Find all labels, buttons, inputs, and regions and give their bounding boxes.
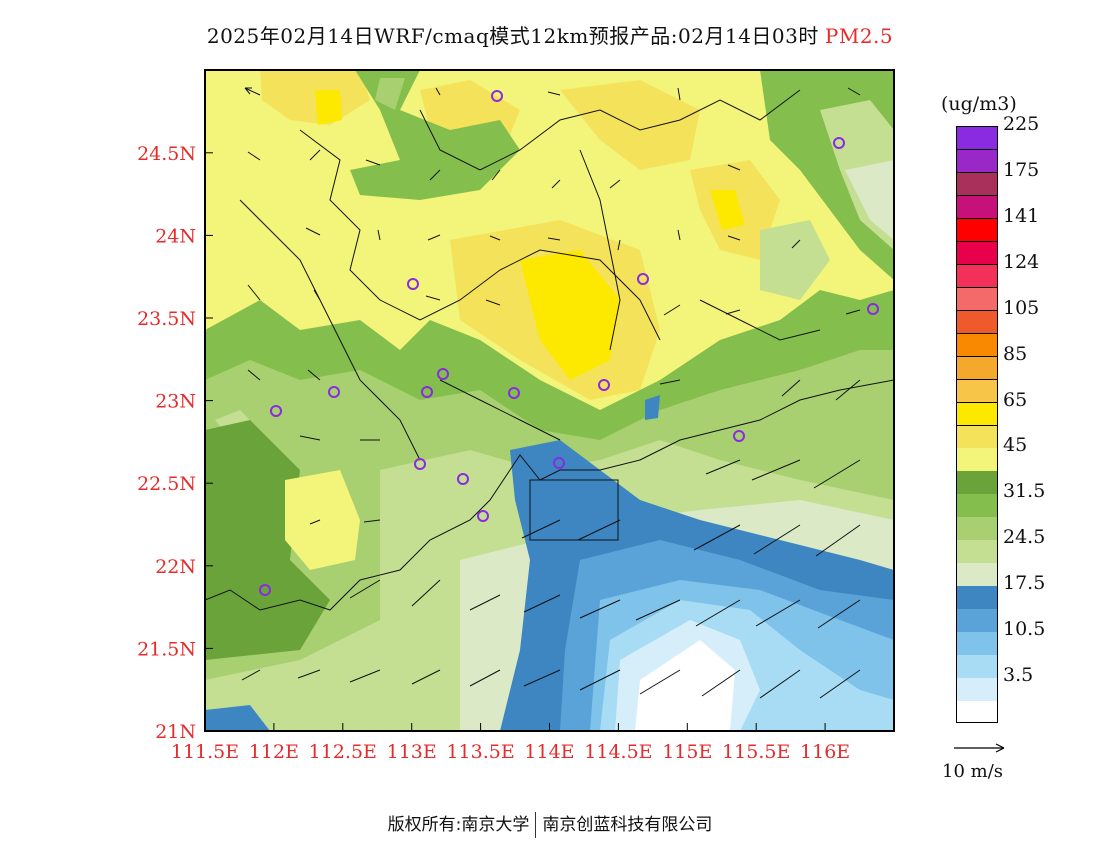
lon-tick-label: 113.5E	[446, 741, 514, 763]
lon-tick-label: 111.5E	[171, 741, 239, 763]
colorbar-label: 24.5	[1003, 526, 1046, 549]
colorbar-label: 105	[1003, 296, 1040, 319]
legend-unit: (ug/m3)	[941, 93, 1017, 115]
colorbar-swatch	[956, 355, 998, 380]
colorbar-swatch	[956, 700, 998, 724]
lon-tick-label: 116E	[800, 741, 850, 763]
colorbar-swatch	[956, 470, 998, 494]
lon-tick-label: 112.5E	[309, 741, 377, 763]
chart-title: 2025年02月14日WRF/cmaq模式12km预报产品:02月14日03时 P…	[0, 20, 1100, 49]
colorbar-label: 65	[1003, 388, 1028, 411]
wind-reference-arrow	[954, 743, 1005, 753]
lat-tick-label: 23N	[155, 391, 196, 413]
colorbar-label: 3.5	[1003, 664, 1034, 687]
colorbar-swatch	[956, 332, 998, 357]
colorbar-swatch	[956, 217, 998, 242]
colorbar-swatch	[956, 194, 998, 219]
colorbar-label: 17.5	[1003, 572, 1046, 595]
lat-tick-label: 24N	[155, 225, 196, 247]
concentration-field	[205, 70, 894, 731]
longitude-axis: 111.5E 112E 112.5E 113E 113.5E 114E 114.5E 115E…	[171, 723, 850, 763]
colorbar-swatch	[956, 631, 998, 655]
colorbar-swatch	[956, 378, 998, 403]
colorbar-swatch	[956, 447, 998, 471]
colorbar-label: 175	[1003, 158, 1040, 181]
colorbar-swatch	[956, 286, 998, 311]
lat-tick-label: 22N	[155, 556, 196, 578]
lat-tick-label: 21.5N	[137, 638, 196, 660]
colorbar-label: 85	[1003, 342, 1028, 365]
company-text: 南京创蓝科技有限公司	[542, 815, 713, 835]
lon-tick-label: 114.5E	[584, 741, 652, 763]
colorbar-label: 31.5	[1003, 480, 1046, 503]
lon-tick-label: 114E	[524, 741, 574, 763]
colorbar-label: 124	[1003, 250, 1040, 273]
colorbar-label: 45	[1003, 434, 1028, 457]
footer: 版权所有:南京大学 南京创蓝科技有限公司	[0, 810, 1100, 838]
colorbar-swatch	[956, 539, 998, 563]
colorbar-swatch	[956, 148, 998, 173]
colorbar-label: 225	[1003, 113, 1040, 135]
colorbar-swatch	[956, 654, 998, 678]
colorbar-swatch	[956, 424, 998, 448]
lon-tick-label: 113E	[387, 741, 437, 763]
colorbar-label: 10.5	[1003, 618, 1046, 641]
pollutant-label: PM2.5	[824, 24, 894, 48]
lon-tick-label: 115.5E	[722, 741, 790, 763]
colorbar-swatch	[956, 516, 998, 540]
copyright-text: 版权所有:南京大学	[387, 815, 530, 835]
colorbar-swatch	[956, 585, 998, 609]
wind-reference-label: 10 m/s	[942, 761, 1003, 782]
colorbar-swatch	[956, 401, 998, 425]
colorbar-swatch	[956, 171, 998, 196]
lat-tick-label: 21N	[155, 721, 196, 743]
footer-divider	[535, 812, 537, 838]
colorbar-swatch	[956, 126, 998, 150]
colorbar-swatch	[956, 240, 998, 265]
colorbar-label: 141	[1003, 204, 1040, 227]
colorbar-swatch	[956, 493, 998, 517]
colorbar-swatch	[956, 309, 998, 334]
colorbar-swatch	[956, 677, 998, 701]
lat-tick-label: 22.5N	[137, 473, 196, 495]
lat-tick-label: 23.5N	[137, 308, 196, 330]
latitude-axis: 21N 21.5N 22N 22.5N 23N 23.5N 24N 24.5N	[137, 143, 213, 743]
colorbar-swatch	[956, 263, 998, 288]
colorbar-swatch	[956, 608, 998, 632]
colorbar-swatch	[956, 562, 998, 586]
title-text: 2025年02月14日WRF/cmaq模式12km预报产品:02月14日03时	[206, 24, 819, 48]
lat-tick-label: 24.5N	[137, 143, 196, 165]
lon-tick-label: 115E	[662, 741, 712, 763]
lon-tick-label: 112E	[249, 741, 299, 763]
